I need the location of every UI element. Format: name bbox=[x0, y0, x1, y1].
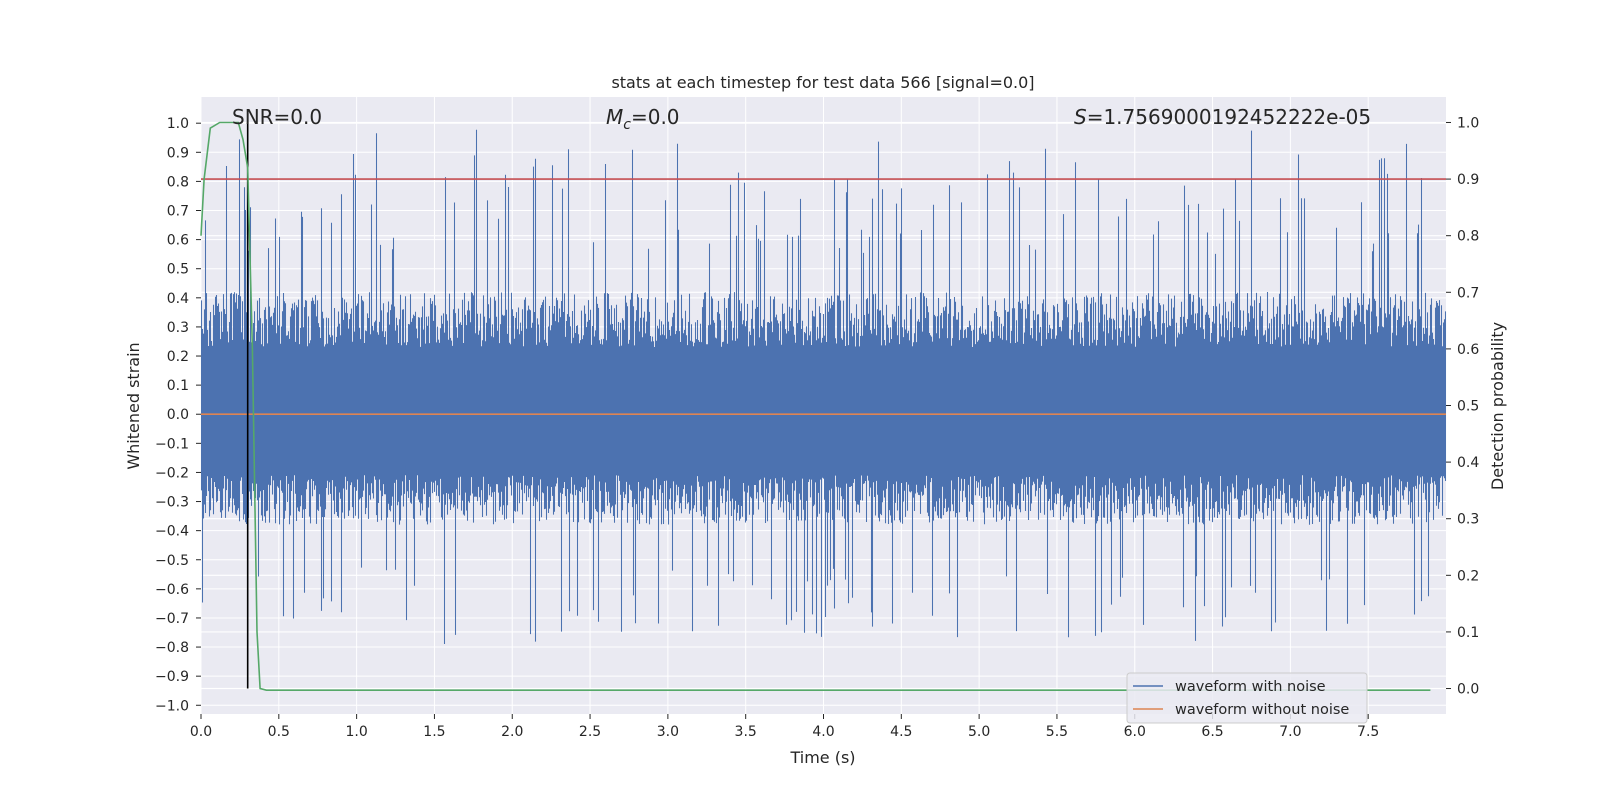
y2-axis-title: Detection probability bbox=[1488, 322, 1507, 490]
y2-tick-label: 0.3 bbox=[1457, 512, 1479, 528]
x-tick-label: 5.0 bbox=[968, 724, 990, 740]
x-tick-label: 6.0 bbox=[1124, 724, 1146, 740]
x-tick-label: 7.5 bbox=[1357, 724, 1379, 740]
chirp-mass-annotation: Mc=0.0 bbox=[606, 105, 680, 133]
y-tick-label: 0.2 bbox=[167, 349, 189, 365]
chirp-mass-symbol: M bbox=[606, 105, 623, 129]
legend: waveform with noise waveform without noi… bbox=[1126, 672, 1368, 724]
chirp-mass-value: =0.0 bbox=[631, 105, 680, 129]
detection-probability-line bbox=[200, 121, 1431, 692]
x-tick-label: 0.0 bbox=[190, 724, 212, 740]
y-tick-label: 0.6 bbox=[167, 233, 189, 249]
y2-tick-label: 0.8 bbox=[1457, 229, 1479, 245]
x-tick-label: 0.5 bbox=[268, 724, 290, 740]
x-tick-label: 7.0 bbox=[1279, 724, 1301, 740]
s-annotation: S=1.7569000192452222e-05 bbox=[1074, 105, 1371, 129]
y2-tick-label: 0.4 bbox=[1457, 455, 1479, 471]
chart-title: stats at each timestep for test data 566… bbox=[611, 73, 1034, 92]
x-tick-label: 1.5 bbox=[423, 724, 445, 740]
y-tick-label: −0.9 bbox=[155, 669, 189, 685]
legend-label-noise: waveform with noise bbox=[1175, 679, 1326, 695]
y-tick-label: −0.5 bbox=[155, 553, 189, 569]
x-tick-label: 6.5 bbox=[1201, 724, 1223, 740]
waveform-with-noise-series bbox=[200, 129, 1447, 644]
y-tick-label: −0.8 bbox=[155, 640, 189, 656]
y-tick-label: −0.6 bbox=[155, 582, 189, 598]
y2-tick-label: 0.1 bbox=[1457, 625, 1479, 641]
y-tick-label: −0.3 bbox=[155, 495, 189, 511]
x-tick-label: 2.0 bbox=[501, 724, 523, 740]
y-tick-label: 0.5 bbox=[167, 262, 189, 278]
y-tick-label: 1.0 bbox=[167, 116, 189, 132]
x-tick-label: 3.0 bbox=[657, 724, 679, 740]
y-tick-label: −0.1 bbox=[155, 436, 189, 452]
chirp-mass-subscript: c bbox=[623, 117, 631, 133]
y2-tick-label: 0.0 bbox=[1457, 682, 1479, 698]
y-tick-label: −1.0 bbox=[155, 698, 189, 714]
y-tick-label: 0.0 bbox=[167, 407, 189, 423]
y-tick-label: 0.3 bbox=[167, 320, 189, 336]
y2-axis-ticks: 1.0 0.9 0.8 0.7 0.6 0.5 0.4 0.3 0.2 0.1 0.0 bbox=[1446, 115, 1479, 698]
y-tick-label: 0.4 bbox=[167, 291, 189, 307]
x-axis-title: Time (s) bbox=[789, 748, 855, 767]
noise-core-band bbox=[201, 356, 1446, 461]
y2-tick-label: 1.0 bbox=[1457, 115, 1479, 131]
x-axis-ticks: 0.0 0.5 1.0 1.5 2.0 2.5 3.0 3.5 4.0 4.5 5.0 5.5 6.0 6… bbox=[190, 714, 1379, 740]
y-tick-label: −0.4 bbox=[155, 524, 189, 540]
x-tick-label: 4.5 bbox=[890, 724, 912, 740]
y-tick-label: 0.1 bbox=[167, 378, 189, 394]
legend-label-clean: waveform without noise bbox=[1175, 702, 1349, 718]
y2-tick-label: 0.7 bbox=[1457, 285, 1479, 301]
y-tick-label: 0.9 bbox=[167, 145, 189, 161]
legend-box bbox=[1126, 672, 1368, 724]
snr-annotation: SNR=0.0 bbox=[232, 105, 322, 129]
y2-tick-label: 0.5 bbox=[1457, 399, 1479, 415]
x-tick-label: 4.0 bbox=[812, 724, 834, 740]
y-tick-label: 0.7 bbox=[167, 204, 189, 220]
x-tick-label: 5.5 bbox=[1046, 724, 1068, 740]
y-tick-label: −0.2 bbox=[155, 465, 189, 481]
y2-tick-label: 0.2 bbox=[1457, 568, 1479, 584]
s-symbol: S bbox=[1074, 105, 1087, 129]
x-tick-label: 3.5 bbox=[735, 724, 757, 740]
y-tick-label: −0.7 bbox=[155, 611, 189, 627]
x-tick-label: 2.5 bbox=[579, 724, 601, 740]
y-axis-ticks: 1.0 0.9 0.8 0.7 0.6 0.5 0.4 0.3 0.2 0.1 0.0 −0.1 −0.… bbox=[155, 116, 201, 714]
y2-tick-label: 0.9 bbox=[1457, 172, 1479, 188]
y-axis-title: Whitened strain bbox=[124, 342, 143, 469]
y-tick-label: 0.8 bbox=[167, 174, 189, 190]
y2-tick-label: 0.6 bbox=[1457, 342, 1479, 358]
s-value: =1.7569000192452222e-05 bbox=[1087, 105, 1371, 129]
x-tick-label: 1.0 bbox=[345, 724, 367, 740]
